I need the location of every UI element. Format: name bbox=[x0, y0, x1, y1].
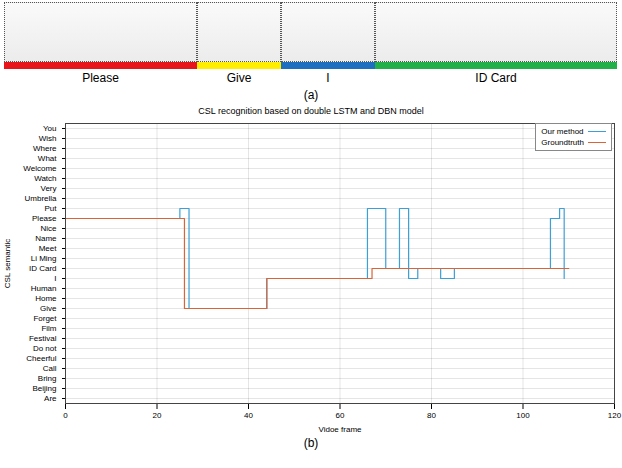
svg-text:Nice: Nice bbox=[40, 224, 57, 233]
html-text:ID Card: ID Card bbox=[475, 71, 517, 85]
svg-text:Where: Where bbox=[33, 144, 57, 153]
svg-text:Welcome: Welcome bbox=[23, 164, 57, 173]
svg-text:You: You bbox=[43, 124, 57, 133]
svg-text:Forget: Forget bbox=[33, 314, 57, 323]
html-text:(a): (a) bbox=[303, 88, 319, 102]
svg-text:I: I bbox=[54, 274, 56, 283]
svg-text:Vidoe frame: Vidoe frame bbox=[319, 425, 363, 434]
svg-text:Cheerful: Cheerful bbox=[26, 354, 56, 363]
html-text:Give: Give bbox=[226, 71, 252, 85]
svg-text:Home: Home bbox=[35, 294, 57, 303]
svg-text:Call: Call bbox=[43, 364, 57, 373]
svg-text:Beijing: Beijing bbox=[32, 384, 56, 393]
svg-text:Film: Film bbox=[41, 324, 56, 333]
svg-text:Li Ming: Li Ming bbox=[31, 254, 57, 263]
svg-text:Name: Name bbox=[35, 234, 57, 243]
html-text:Please: Please bbox=[82, 71, 119, 85]
svg-text:Watch: Watch bbox=[34, 174, 56, 183]
svg-text:100: 100 bbox=[516, 411, 530, 420]
svg-text:Meet: Meet bbox=[39, 244, 58, 253]
svg-text:Human: Human bbox=[31, 284, 57, 293]
svg-text:What: What bbox=[38, 154, 57, 163]
html-text:I: I bbox=[326, 71, 330, 85]
svg-text:Festival: Festival bbox=[29, 334, 57, 343]
svg-text:CSL semantic: CSL semantic bbox=[3, 239, 12, 289]
svg-text:20: 20 bbox=[153, 411, 162, 420]
svg-text:ID Card: ID Card bbox=[29, 264, 57, 273]
svg-text:Wish: Wish bbox=[39, 134, 57, 143]
svg-text:Please: Please bbox=[32, 214, 57, 223]
html-text:CSL recognition based on doubl: CSL recognition based on double LSTM and… bbox=[198, 106, 424, 116]
svg-text:80: 80 bbox=[427, 411, 436, 420]
svg-text:40: 40 bbox=[244, 411, 253, 420]
svg-text:Bring: Bring bbox=[38, 374, 57, 383]
svg-text:0: 0 bbox=[63, 411, 68, 420]
svg-text:Very: Very bbox=[40, 184, 56, 193]
svg-text:120: 120 bbox=[608, 411, 622, 420]
html-text:(b): (b) bbox=[303, 436, 319, 450]
html-text:Groundtruth: Groundtruth bbox=[541, 138, 584, 147]
svg-text:Umbrella: Umbrella bbox=[24, 194, 57, 203]
svg-text:Put: Put bbox=[44, 204, 57, 213]
svg-text:60: 60 bbox=[336, 411, 345, 420]
svg-text:Are: Are bbox=[44, 394, 57, 403]
svg-text:Do not: Do not bbox=[33, 344, 57, 353]
html-text:Our method: Our method bbox=[541, 127, 584, 136]
svg-text:Give: Give bbox=[40, 304, 57, 313]
